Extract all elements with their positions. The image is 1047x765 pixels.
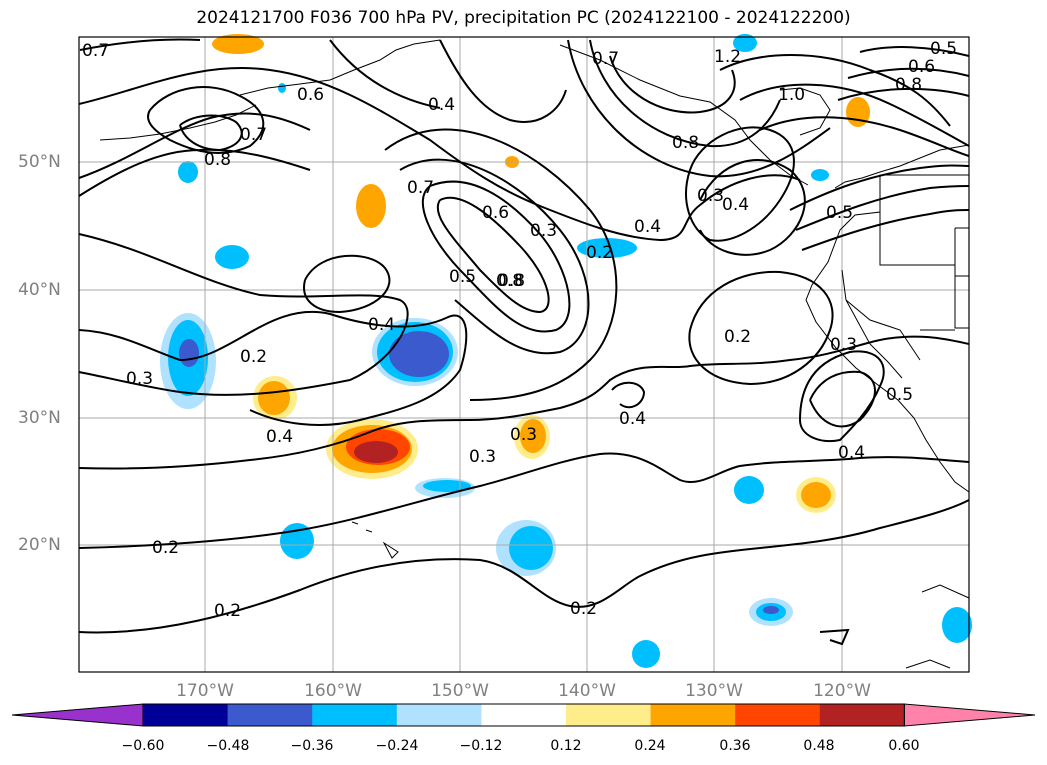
contour-label: 0.8: [498, 271, 525, 291]
colorbar-box: [735, 704, 821, 726]
colorbar-outline: [142, 703, 905, 727]
negative-patch: [278, 83, 286, 93]
contour-label: 0.6: [908, 57, 935, 77]
contour-label: 0.2: [724, 327, 751, 347]
contour-label: 0.6: [482, 203, 509, 223]
contour-label: 1.0: [778, 85, 805, 105]
colorbar-tick-label: −0.60: [121, 738, 165, 754]
colorbar-tick-label: −0.24: [375, 738, 419, 754]
colorbar-tick-label: −0.36: [290, 738, 334, 754]
negative-patch: [215, 245, 249, 269]
negative-patch: [509, 526, 553, 570]
lon-label: 120°W: [813, 681, 871, 701]
contour-label: 0.2: [214, 601, 241, 621]
negative-patch: [942, 607, 972, 643]
colorbar-tick-label: −0.12: [459, 738, 503, 754]
lon-label: 140°W: [558, 681, 616, 701]
lon-label: 160°W: [304, 681, 362, 701]
coastlines: [99, 39, 970, 669]
colorbar-box: [227, 704, 313, 726]
contour-labels: 0.7 0.6 0.7 0.8 0.7 0.4 1.2 0.5 0.6 0.8 …: [82, 39, 957, 621]
positive-patch: [258, 381, 290, 415]
contour-label: 0.4: [838, 443, 865, 463]
colorbar-box: [143, 704, 229, 726]
map-title: 2024121700 F036 700 hPa PV, precipitatio…: [196, 8, 851, 28]
contour-label: 0.3: [510, 425, 537, 445]
positive-patch: [212, 34, 264, 54]
contour-label: 1.2: [714, 47, 741, 67]
contour-label: 0.7: [592, 49, 619, 69]
pv-contours: [78, 38, 970, 646]
colorbar-box: [396, 704, 482, 726]
contour-label: 0.2: [570, 599, 597, 619]
lat-label: 30°N: [18, 408, 61, 428]
contour-label: 0.2: [152, 538, 179, 558]
lat-label: 20°N: [18, 535, 61, 555]
contour-label: 0.3: [530, 221, 557, 241]
colorbar-tick-label: −0.48: [206, 738, 250, 754]
contour-label: 0.5: [930, 39, 957, 59]
contour-label: 0.8: [204, 150, 231, 170]
contour-label: 0.5: [826, 203, 853, 223]
colorbar-box: [312, 704, 398, 726]
lon-label: 130°W: [685, 681, 743, 701]
map-frame: [78, 36, 970, 673]
colorbar-max-extension: [903, 703, 1036, 727]
contour-label: 0.4: [634, 217, 661, 237]
negative-patch: [389, 331, 449, 377]
negative-patch: [179, 339, 199, 367]
positive-patch: [846, 97, 870, 127]
graticule: [79, 37, 969, 672]
contour-label: 0.4: [619, 409, 646, 429]
contour-label: 0.3: [469, 447, 496, 467]
negative-patch: [734, 476, 764, 504]
contour-label: 0.7: [407, 178, 434, 198]
negative-patch: [632, 640, 660, 668]
positive-patch: [356, 184, 386, 228]
contour-label: 0.3: [126, 369, 153, 389]
colorbar-tick-label: 0.36: [719, 738, 751, 754]
colorbar-min-extension: [11, 703, 144, 727]
lat-label: 50°N: [18, 152, 61, 172]
contour-label: 0.5: [886, 385, 913, 405]
colorbar-box: [650, 704, 736, 726]
positive-patch: [520, 419, 546, 453]
colorbar-box: [819, 704, 905, 726]
contour-label: 0.7: [82, 41, 109, 61]
contour-label: 0.8: [672, 133, 699, 153]
contour-label: 0.5: [449, 267, 476, 287]
contour-label: 0.4: [722, 195, 749, 215]
lon-label: 170°W: [176, 681, 234, 701]
positive-patch: [354, 441, 398, 463]
lon-label: 150°W: [431, 681, 489, 701]
negative-patch: [423, 480, 471, 492]
contour-label: 0.8: [895, 75, 922, 95]
negative-patch: [763, 606, 779, 614]
colorbar-tick-label: 0.60: [888, 738, 920, 754]
precipitation-shading: [160, 34, 972, 668]
colorbar: [11, 703, 1036, 727]
negative-patch: [733, 34, 757, 52]
contour-label: 0.6: [297, 85, 324, 105]
colorbar-box: [481, 704, 567, 726]
contour-label: 0.2: [586, 243, 613, 263]
negative-patch: [811, 169, 829, 181]
contour-label: 0.2: [240, 347, 267, 367]
lat-label: 40°N: [18, 280, 61, 300]
colorbar-tick-label: 0.24: [634, 738, 666, 754]
colorbar-tick-label: 0.48: [803, 738, 835, 754]
negative-patch: [577, 238, 637, 258]
contour-label: 0.8: [496, 271, 523, 291]
contour-label: 0.4: [266, 427, 293, 447]
contour-label: 0.3: [697, 186, 724, 206]
contour-label: 0.4: [368, 315, 395, 335]
contour-label: 0.3: [830, 335, 857, 355]
contour-label: 0.4: [428, 95, 455, 115]
contour-label: 0.7: [240, 125, 267, 145]
negative-patch: [178, 161, 198, 183]
positive-patch: [801, 482, 831, 508]
colorbar-tick-label: 0.12: [550, 738, 582, 754]
colorbar-box: [566, 704, 652, 726]
